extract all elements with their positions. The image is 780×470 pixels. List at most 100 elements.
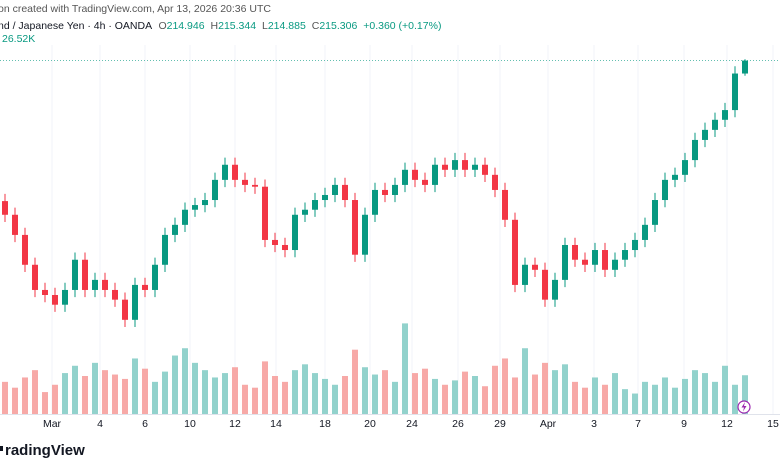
x-tick-label: 6 <box>142 418 148 430</box>
candle-body <box>242 179 248 185</box>
volume-bar <box>642 381 648 414</box>
x-tick-label: Apr <box>540 418 557 430</box>
candle-body <box>722 110 728 120</box>
candle-body <box>292 214 298 251</box>
volume-bar <box>352 349 358 414</box>
volume-bar <box>42 392 48 414</box>
volume-value: 26.52K <box>2 33 35 45</box>
volume-bar <box>742 375 748 414</box>
volume-bar <box>662 377 668 414</box>
high-value: 215.344 <box>218 20 256 32</box>
candle-body <box>222 164 228 180</box>
candle-body <box>342 184 348 201</box>
candle-body <box>322 194 328 201</box>
volume-bar <box>152 381 158 414</box>
candle-body <box>92 279 98 290</box>
candle-body <box>182 209 188 225</box>
volume-bar <box>432 378 438 414</box>
candle-body <box>482 164 488 175</box>
candle-body <box>432 164 438 185</box>
volume-bar <box>12 387 18 414</box>
volume-bar <box>602 384 608 414</box>
volume-bar <box>242 384 248 414</box>
candle-body <box>332 184 338 195</box>
volume-bar <box>722 365 728 414</box>
candle-body <box>502 189 508 220</box>
volume-bar <box>382 370 388 414</box>
candle-body <box>82 259 88 290</box>
candle-body <box>202 200 208 206</box>
symbol-line: nd / Japanese Yen · 4h · OANDA O214.946 … <box>0 20 441 32</box>
volume-bar <box>422 368 428 414</box>
candle-body <box>12 214 18 235</box>
x-tick-label: 15 <box>767 418 779 430</box>
x-tick-label: 20 <box>364 418 376 430</box>
volume-bar <box>392 381 398 414</box>
candle-body <box>32 264 38 290</box>
candle-body <box>42 289 48 295</box>
candle-body <box>372 189 378 215</box>
volume-bar <box>292 370 298 414</box>
x-tick-label: 12 <box>229 418 241 430</box>
volume-bar <box>262 361 268 414</box>
candle-body <box>192 205 198 210</box>
volume-bar <box>202 370 208 414</box>
x-tick-label: 9 <box>681 418 687 430</box>
candle-body <box>652 200 658 225</box>
volume-bar <box>472 376 478 414</box>
volume-bar <box>122 378 128 414</box>
volume-bar <box>312 373 318 414</box>
volume-bar <box>212 377 218 414</box>
high-label: H <box>211 20 219 32</box>
candle-body <box>572 244 578 260</box>
volume-bar <box>402 323 408 414</box>
candle-body <box>632 239 638 251</box>
candle-body <box>122 299 128 320</box>
volume-bar <box>542 362 548 414</box>
volume-bar <box>692 370 698 414</box>
candle-body <box>152 264 158 290</box>
symbol: nd / Japanese Yen · 4h · OANDA <box>0 20 152 32</box>
candle-body <box>712 119 718 130</box>
x-tick-label: 14 <box>270 418 282 430</box>
volume-bar <box>272 376 278 414</box>
volume-bar <box>532 374 538 414</box>
x-tick-label: 10 <box>184 418 196 430</box>
candle-body <box>362 214 368 255</box>
candle-body <box>642 224 648 240</box>
candle-body <box>212 179 218 201</box>
close-value: 215.306 <box>319 20 357 32</box>
candle-body <box>602 250 608 270</box>
candle-body <box>542 269 548 300</box>
icon-bolt <box>741 402 747 412</box>
candle-body <box>592 250 598 265</box>
candle-body <box>2 201 8 215</box>
volume-bar <box>502 358 508 414</box>
x-tick-label: Mar <box>43 418 62 430</box>
volume-bar <box>362 367 368 414</box>
candle-body <box>462 160 468 170</box>
volume-bar <box>582 387 588 414</box>
volume-bar <box>652 384 658 414</box>
candle-body <box>382 189 388 195</box>
candle-body <box>262 186 268 240</box>
plot <box>0 45 780 414</box>
candle-body <box>422 179 428 185</box>
volume-bar <box>512 377 518 414</box>
candle-body <box>142 284 148 290</box>
volume-bar <box>572 381 578 414</box>
x-tick-label: 24 <box>406 418 418 430</box>
x-tick-label: 12 <box>721 418 733 430</box>
brand: radingView <box>5 442 85 459</box>
candle-body <box>682 160 688 175</box>
volume-bar <box>562 364 568 414</box>
volume-bar <box>612 373 618 414</box>
candle-body <box>452 160 458 170</box>
candle-body <box>22 234 28 265</box>
candle-body <box>582 259 588 265</box>
volume-bar <box>462 371 468 414</box>
volume-bar <box>442 384 448 414</box>
candle-body <box>232 164 238 180</box>
volume-bar <box>672 387 678 414</box>
